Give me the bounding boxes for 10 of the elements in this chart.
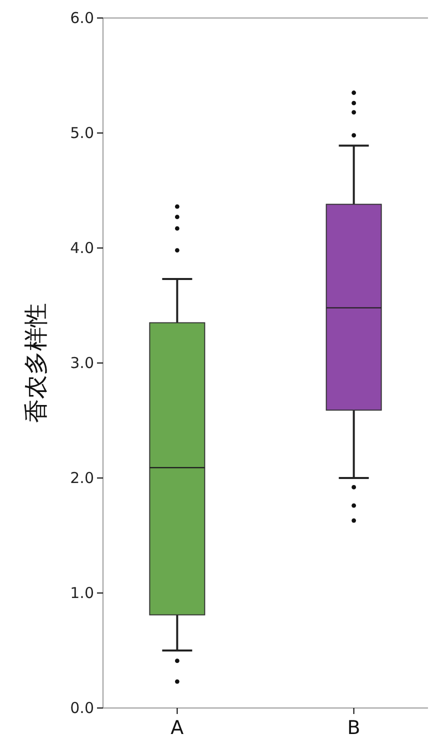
x-tick-label: B [347,717,360,740]
y-tick-label: 2.0 [70,468,94,487]
y-axis-title: 香农多样性 [22,303,50,423]
y-tick-label: 4.0 [70,238,94,257]
x-tick-label: A [170,717,184,740]
y-tick-label: 0.0 [70,698,94,717]
y-tick-label: 6.0 [70,8,94,27]
y-tick-label: 5.0 [70,124,94,142]
y-tick-label: 3.0 [70,354,94,372]
y-tick-label: 1.0 [70,584,94,602]
